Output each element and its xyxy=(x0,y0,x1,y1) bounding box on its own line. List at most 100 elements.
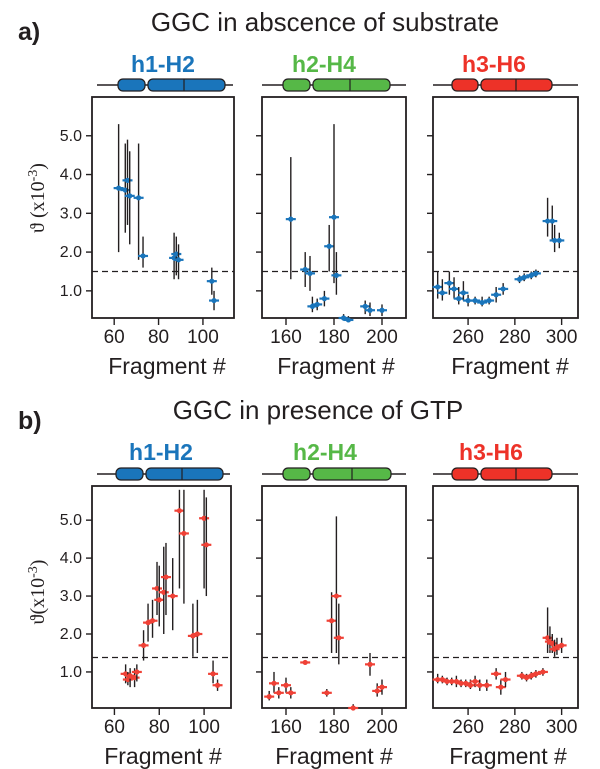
data-point xyxy=(477,682,483,688)
x-tick-label: 180 xyxy=(318,327,350,348)
data-point xyxy=(329,618,335,624)
helix-cylinder xyxy=(145,467,224,481)
x-tick-label: 160 xyxy=(270,327,302,348)
x-tick-label: 100 xyxy=(188,717,220,738)
data-point xyxy=(175,257,182,263)
y-axis-label-exponent: -3 xyxy=(26,170,41,182)
row-a-title: GGC in abscence of substrate xyxy=(151,7,499,37)
helix-cylinder xyxy=(451,467,479,481)
data-point xyxy=(288,216,294,222)
y-tick-label: 4.0 xyxy=(60,550,82,567)
data-point xyxy=(472,678,478,685)
data-point xyxy=(533,270,539,277)
y-tick-label: 3.0 xyxy=(60,588,82,605)
data-point xyxy=(154,585,160,592)
x-tick-label: 280 xyxy=(499,717,531,738)
y-tick-label: 1.0 xyxy=(60,664,82,681)
y-tick-label: 4.0 xyxy=(60,167,82,184)
data-point xyxy=(362,303,368,309)
data-point xyxy=(336,635,342,641)
data-point xyxy=(209,278,215,284)
data-point xyxy=(288,690,294,696)
data-point xyxy=(173,251,179,257)
data-point xyxy=(283,682,289,688)
data-point xyxy=(333,272,339,278)
data-point xyxy=(181,530,187,537)
plot-frame xyxy=(432,485,579,709)
x-tick-label: 300 xyxy=(546,717,578,738)
data-point xyxy=(194,631,200,637)
x-tick-label: 80 xyxy=(149,717,170,738)
data-point xyxy=(149,618,156,624)
data-point xyxy=(333,593,339,599)
x-axis-label: Fragment # xyxy=(449,743,567,769)
domain-label-h1-H2: h1-H2 xyxy=(129,439,193,465)
data-point xyxy=(498,684,504,690)
data-point xyxy=(493,292,499,298)
data-point xyxy=(266,694,272,700)
scatter-panel-b-h2-H4: 160 180 200 xyxy=(256,467,407,738)
data-point xyxy=(484,682,490,688)
scatter-panel-a-h2-H4: 160 180 200 xyxy=(256,78,407,348)
data-point xyxy=(134,669,140,675)
data-point xyxy=(276,690,282,696)
data-point xyxy=(533,671,539,677)
panel-label-a: a) xyxy=(18,18,40,46)
data-point xyxy=(465,297,471,304)
row-b-title: GGC in presence of GTP xyxy=(173,395,463,425)
x-tick-label: 300 xyxy=(546,327,578,348)
data-point xyxy=(116,185,122,191)
scatter-panel-b-h1-H2: 1.0 2.0 3.0 4.0 5.0 60 80 100 xyxy=(60,467,232,738)
helix-cylinder xyxy=(282,78,311,92)
data-point xyxy=(271,680,277,686)
data-point xyxy=(170,593,176,599)
data-point xyxy=(502,676,509,683)
y-tick-label: 5.0 xyxy=(60,512,82,529)
data-point xyxy=(314,301,320,308)
helix-cylinder xyxy=(115,467,144,481)
data-point xyxy=(307,270,313,277)
data-point xyxy=(122,187,128,193)
data-point xyxy=(559,642,565,648)
helix-cylinder xyxy=(282,467,311,481)
data-point xyxy=(472,297,478,304)
data-point xyxy=(456,296,462,302)
data-point xyxy=(345,317,351,323)
x-axis-label: Fragment # xyxy=(451,353,569,379)
panel-label-b: b) xyxy=(18,407,42,435)
data-point xyxy=(140,253,146,259)
x-tick-label: 80 xyxy=(148,327,169,348)
data-point xyxy=(374,688,380,694)
data-point xyxy=(521,274,527,280)
data-point xyxy=(451,286,457,292)
data-point xyxy=(549,218,555,224)
data-point xyxy=(379,684,385,690)
scatter-panel-a-h1-H2: 1.0 2.0 3.0 4.0 5.0 60 80 100 xyxy=(60,78,235,348)
data-point xyxy=(131,675,138,681)
x-tick-label: 100 xyxy=(187,327,219,348)
data-point xyxy=(214,682,221,688)
data-point xyxy=(156,597,162,603)
x-tick-label: 260 xyxy=(452,327,484,348)
data-point xyxy=(556,237,562,244)
plot-frame xyxy=(91,96,235,319)
data-point xyxy=(124,177,131,183)
plot-panels: 1.0 2.0 3.0 4.0 5.0 60 80 100 160 180 200 260 280 300… xyxy=(60,78,579,738)
data-point xyxy=(127,193,133,199)
data-point xyxy=(379,307,385,313)
data-point xyxy=(367,307,373,313)
data-point xyxy=(210,671,216,677)
x-tick-label: 260 xyxy=(452,717,484,738)
y-tick-label: 3.0 xyxy=(60,205,82,222)
scatter-panel-a-h3-H6: 260 280 300 xyxy=(427,78,579,348)
data-point xyxy=(544,635,551,641)
data-point xyxy=(211,297,217,304)
domain-label-h2-H4: h2-H4 xyxy=(293,439,357,465)
helix-cylinder xyxy=(451,78,479,92)
x-tick-label: 200 xyxy=(366,327,398,348)
data-point xyxy=(439,290,445,296)
helix-cylinder xyxy=(312,78,391,92)
scatter-panel-b-h3-H6: 260 280 300 xyxy=(427,467,579,738)
data-point xyxy=(176,508,183,514)
domain-label-h1-H2: h1-H2 xyxy=(131,51,195,77)
